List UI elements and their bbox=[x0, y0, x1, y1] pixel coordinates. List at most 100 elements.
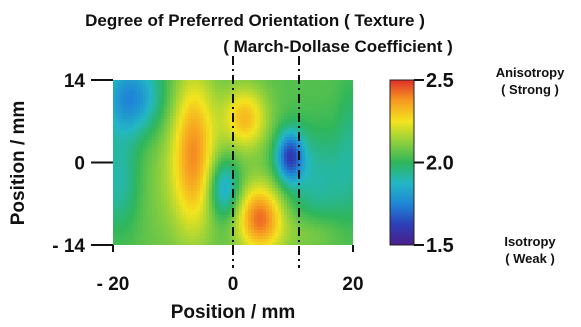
heatmap-cell bbox=[329, 134, 333, 138]
heatmap-cell bbox=[221, 230, 225, 234]
heatmap-cell bbox=[167, 155, 171, 159]
heatmap-cell bbox=[116, 131, 120, 135]
heatmap-cell bbox=[137, 173, 141, 177]
heatmap-cell bbox=[134, 200, 138, 204]
heatmap-cell bbox=[293, 197, 297, 201]
heatmap-cell bbox=[233, 209, 237, 213]
heatmap-cell bbox=[287, 110, 291, 114]
heatmap-cell bbox=[125, 95, 129, 99]
heatmap-cell bbox=[173, 212, 177, 216]
heatmap-cell bbox=[125, 125, 129, 129]
heatmap-cell bbox=[212, 185, 216, 189]
heatmap-cell bbox=[119, 194, 123, 198]
heatmap-cell bbox=[272, 131, 276, 135]
heatmap-cell bbox=[143, 218, 147, 222]
heatmap-cell bbox=[311, 164, 315, 168]
heatmap-cell bbox=[350, 224, 353, 228]
heatmap-cell bbox=[266, 155, 270, 159]
heatmap-cell bbox=[116, 197, 120, 201]
heatmap-cell bbox=[203, 203, 207, 207]
heatmap-cell bbox=[326, 188, 330, 192]
heatmap-cell bbox=[209, 146, 213, 150]
heatmap-cell bbox=[293, 98, 297, 102]
heatmap-cell bbox=[299, 215, 303, 219]
heatmap-cell bbox=[269, 146, 273, 150]
heatmap-cell bbox=[335, 110, 339, 114]
heatmap-cell bbox=[314, 146, 318, 150]
heatmap-cell bbox=[314, 155, 318, 159]
heatmap-cell bbox=[209, 113, 213, 117]
heatmap-cell bbox=[278, 98, 282, 102]
heatmap-cell bbox=[317, 131, 321, 135]
heatmap-cell bbox=[173, 218, 177, 222]
heatmap-cell bbox=[137, 161, 141, 165]
heatmap-cell bbox=[329, 230, 333, 234]
heatmap-cell bbox=[287, 203, 291, 207]
heatmap-cell bbox=[296, 149, 300, 153]
heatmap-cell bbox=[257, 173, 261, 177]
heatmap-cell bbox=[116, 116, 120, 120]
heatmap-cell bbox=[221, 161, 225, 165]
heatmap-cell bbox=[269, 140, 273, 144]
heatmap-cell bbox=[278, 191, 282, 195]
heatmap-cell bbox=[122, 236, 126, 240]
heatmap-cell bbox=[152, 191, 156, 195]
heatmap-cell bbox=[170, 116, 174, 120]
heatmap-cell bbox=[164, 143, 168, 147]
heatmap-cell bbox=[251, 80, 255, 84]
heatmap-cell bbox=[320, 89, 324, 93]
heatmap-cell bbox=[119, 230, 123, 234]
heatmap-cell bbox=[350, 200, 353, 204]
heatmap-cell bbox=[185, 95, 189, 99]
heatmap-cell bbox=[137, 104, 141, 108]
heatmap-cell bbox=[302, 113, 306, 117]
heatmap-cell bbox=[122, 158, 126, 162]
heatmap-cell bbox=[191, 182, 195, 186]
heatmap-cell bbox=[305, 221, 309, 225]
heatmap-cell bbox=[179, 215, 183, 219]
heatmap-cell bbox=[119, 215, 123, 219]
heatmap-cell bbox=[215, 200, 219, 204]
heatmap-cell bbox=[326, 239, 330, 243]
heatmap-cell bbox=[125, 194, 129, 198]
heatmap-cell bbox=[221, 80, 225, 84]
heatmap-cell bbox=[323, 125, 327, 129]
heatmap-cell bbox=[251, 161, 255, 165]
heatmap-cell bbox=[182, 80, 186, 84]
heatmap-cell bbox=[251, 233, 255, 237]
heatmap-cell bbox=[269, 80, 273, 84]
heatmap-cell bbox=[299, 152, 303, 156]
heatmap-cell bbox=[155, 221, 159, 225]
heatmap-cell bbox=[155, 110, 159, 114]
heatmap-cell bbox=[323, 200, 327, 204]
heatmap-cell bbox=[122, 167, 126, 171]
heatmap-cell bbox=[218, 89, 222, 93]
heatmap-cell bbox=[335, 230, 339, 234]
heatmap-cell bbox=[239, 203, 243, 207]
heatmap-cell bbox=[254, 104, 258, 108]
heatmap-cell bbox=[251, 158, 255, 162]
heatmap-cell bbox=[233, 92, 237, 96]
heatmap-cell bbox=[209, 200, 213, 204]
heatmap-cell bbox=[254, 182, 258, 186]
heatmap-cell bbox=[344, 218, 348, 222]
heatmap-cell bbox=[230, 98, 234, 102]
heatmap-cell bbox=[140, 89, 144, 93]
heatmap-cell bbox=[245, 125, 249, 129]
heatmap-cell bbox=[224, 113, 228, 117]
heatmap-cell bbox=[131, 152, 135, 156]
heatmap-cell bbox=[131, 86, 135, 90]
heatmap-cell bbox=[152, 161, 156, 165]
heatmap-cell bbox=[122, 86, 126, 90]
heatmap-cell bbox=[302, 155, 306, 159]
heatmap-cell bbox=[137, 110, 141, 114]
heatmap-cell bbox=[203, 149, 207, 153]
heatmap-cell bbox=[155, 158, 159, 162]
heatmap-cell bbox=[203, 143, 207, 147]
heatmap-cell bbox=[209, 170, 213, 174]
heatmap-cell bbox=[245, 242, 249, 245]
heatmap-cell bbox=[194, 116, 198, 120]
heatmap-cell bbox=[221, 218, 225, 222]
heatmap-cell bbox=[290, 200, 294, 204]
heatmap-cell bbox=[248, 212, 252, 216]
